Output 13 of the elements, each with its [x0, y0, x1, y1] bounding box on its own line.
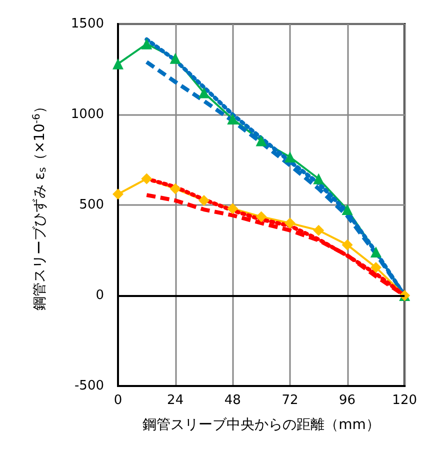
x-tick-label: 120 — [392, 393, 418, 408]
x-tick-label: 0 — [114, 393, 122, 408]
y-tick-label: -500 — [74, 378, 104, 394]
y-tick-label: 1500 — [70, 16, 104, 32]
y-tick-label: 500 — [79, 198, 104, 212]
x-tick-label: 48 — [224, 393, 241, 408]
x-tick-label: 96 — [339, 393, 356, 408]
x-tick-label: 72 — [282, 393, 298, 408]
x-axis-title: 鋼管スリーブ中央からの距離（mm） — [142, 417, 380, 433]
y-tick-label: 0 — [96, 288, 104, 303]
x-tick-label: 24 — [167, 393, 184, 408]
y-axis-title: 鋼管スリーブひずみ εs（×10-6） — [32, 100, 48, 310]
y-tick-label: 1000 — [70, 107, 104, 122]
